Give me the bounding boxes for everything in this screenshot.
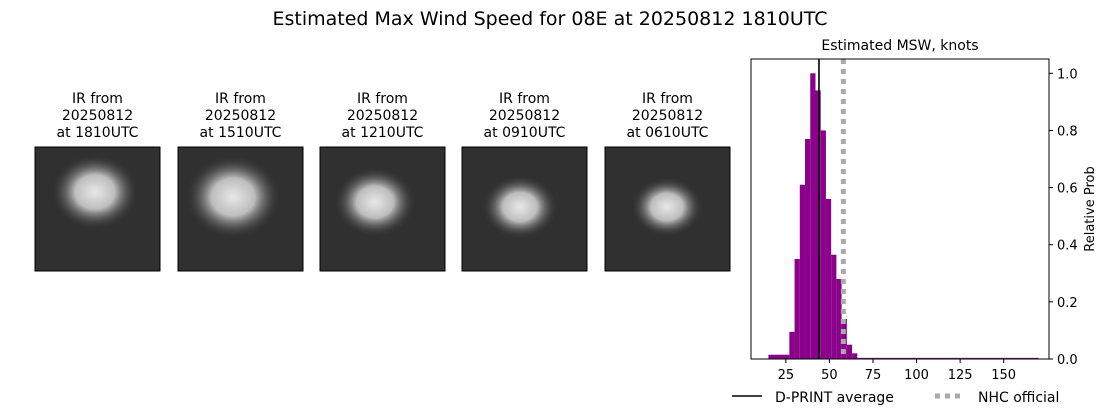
figure-title: Estimated Max Wind Speed for 08E at 2025… <box>272 8 827 30</box>
bar <box>794 259 800 359</box>
bar <box>825 199 832 359</box>
bar <box>852 353 858 359</box>
panel-title: IR from <box>499 91 550 107</box>
panel-title: IR from <box>357 91 408 107</box>
panel-title: at 0910UTC <box>484 125 566 141</box>
panel-title: at 1810UTC <box>57 125 139 141</box>
y-tick-label: 0.8 <box>1057 124 1078 139</box>
legend-label: D-PRINT average <box>775 390 894 406</box>
bar <box>799 184 806 359</box>
cloud <box>334 167 416 237</box>
y-axis-label: Relative Prob <box>1083 166 1098 251</box>
bar <box>768 354 790 359</box>
plot-frame <box>750 58 1050 360</box>
legend-label: NHC official <box>978 390 1059 406</box>
bar <box>857 357 1039 359</box>
y-tick-label: 0.0 <box>1057 353 1078 368</box>
bar <box>831 254 837 359</box>
panel-title: 20250812 <box>347 108 418 124</box>
x-tick-label: 25 <box>778 368 795 383</box>
y-tick-label: 0.2 <box>1057 296 1078 311</box>
panel-title: IR from <box>642 91 693 107</box>
chart-title: Estimated MSW, knots <box>821 38 978 54</box>
bar <box>846 344 853 359</box>
y-tick-label: 0.4 <box>1057 239 1078 254</box>
bar <box>789 331 795 359</box>
panel-title: 20250812 <box>489 108 560 124</box>
y-tick-label: 0.6 <box>1057 182 1078 197</box>
panel-title: 20250812 <box>62 108 133 124</box>
x-tick-label: 75 <box>865 368 882 383</box>
panel-title: 20250812 <box>632 108 703 124</box>
x-tick-label: 150 <box>991 368 1016 383</box>
panel-title: IR from <box>215 91 266 107</box>
panel-title: at 0610UTC <box>627 125 709 141</box>
cloud <box>631 177 703 237</box>
bar <box>836 279 842 359</box>
panel-title: at 1510UTC <box>200 125 282 141</box>
bar <box>820 130 826 359</box>
panel-title: at 1210UTC <box>342 125 424 141</box>
x-tick-label: 125 <box>948 368 973 383</box>
x-tick-label: 100 <box>904 368 929 383</box>
x-tick-label: 50 <box>821 368 838 383</box>
cloud <box>51 154 139 230</box>
bar <box>805 139 811 359</box>
panel-title: 20250812 <box>205 108 276 124</box>
bar <box>815 90 821 359</box>
cloud <box>482 175 558 239</box>
panel-title: IR from <box>72 91 123 107</box>
y-tick-label: 1.0 <box>1057 67 1078 82</box>
cloud <box>185 155 281 239</box>
bar <box>810 73 816 360</box>
